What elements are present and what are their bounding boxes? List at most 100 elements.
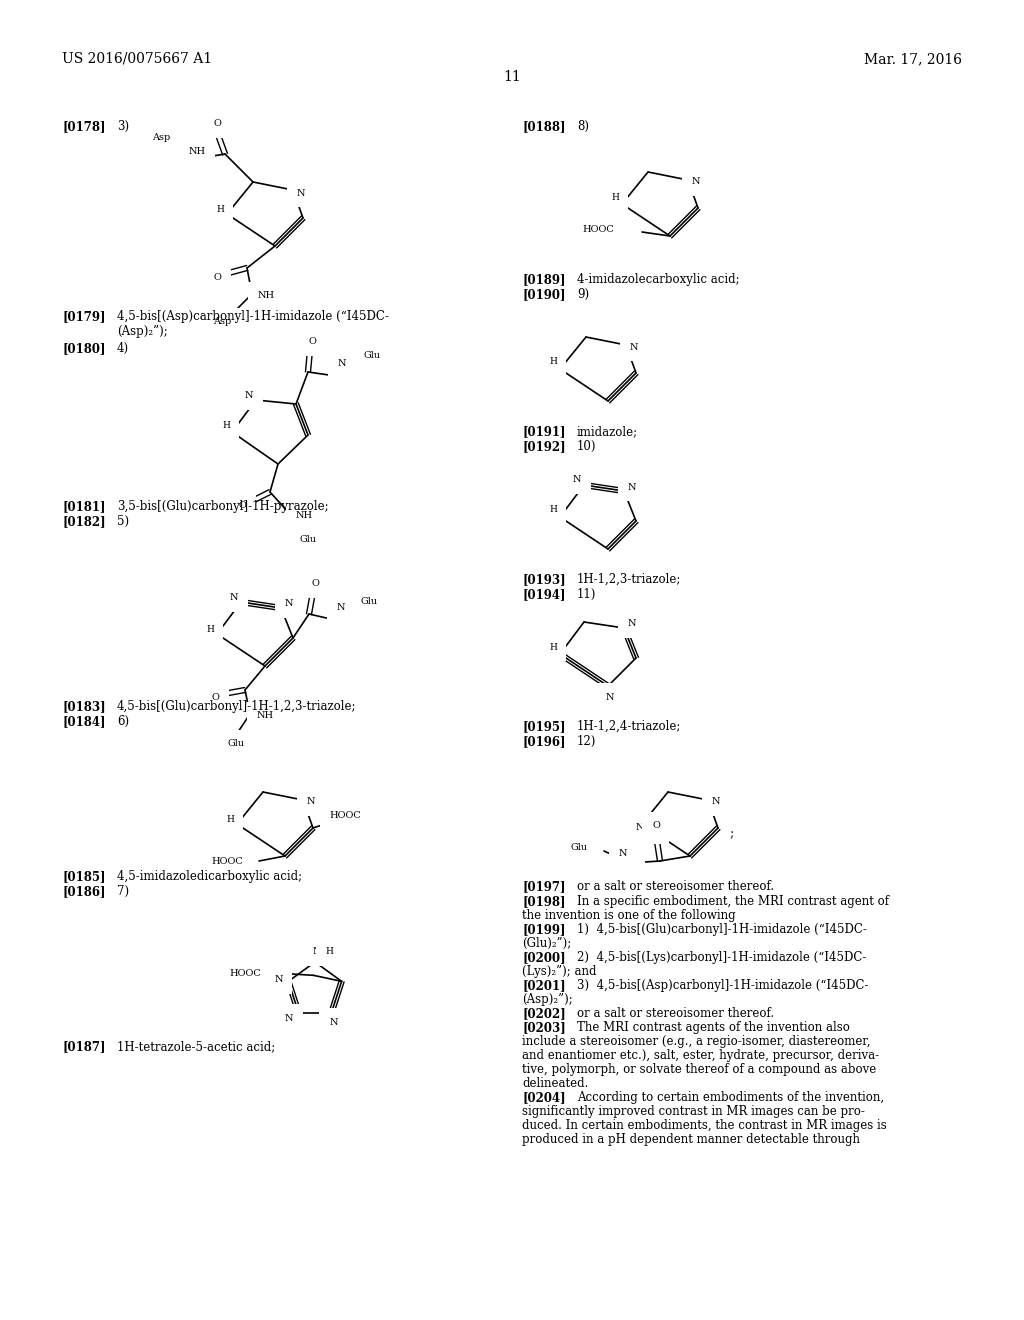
- Text: [0184]: [0184]: [62, 715, 105, 729]
- Text: H: H: [345, 611, 353, 620]
- Text: N: N: [274, 975, 283, 983]
- Text: N: N: [312, 948, 322, 957]
- Text: N: N: [245, 392, 253, 400]
- Text: [0192]: [0192]: [522, 440, 565, 453]
- Text: 1)  4,5-bis[(Glu)carbonyl]-1H-imidazole (“I45DC-: 1) 4,5-bis[(Glu)carbonyl]-1H-imidazole (…: [577, 923, 867, 936]
- Text: 11): 11): [577, 587, 596, 601]
- Text: N: N: [628, 483, 636, 491]
- Text: N: N: [307, 797, 315, 807]
- Text: N: N: [297, 189, 305, 198]
- Text: produced in a pH dependent manner detectable through: produced in a pH dependent manner detect…: [522, 1133, 860, 1146]
- Text: 9): 9): [577, 288, 589, 301]
- Text: Asp: Asp: [213, 318, 231, 326]
- Text: Glu: Glu: [360, 597, 378, 606]
- Text: H: H: [206, 624, 214, 634]
- Text: HOOC: HOOC: [229, 969, 261, 978]
- Text: [0196]: [0196]: [522, 735, 565, 748]
- Text: O: O: [308, 338, 316, 346]
- Text: O: O: [213, 120, 221, 128]
- Text: [0204]: [0204]: [522, 1092, 565, 1104]
- Text: The MRI contrast agents of the invention also: The MRI contrast agents of the invention…: [577, 1020, 850, 1034]
- Text: O: O: [211, 693, 219, 702]
- Text: [0187]: [0187]: [62, 1040, 105, 1053]
- Text: N: N: [618, 849, 628, 858]
- Text: H: H: [216, 205, 224, 214]
- Text: 1H-1,2,3-triazole;: 1H-1,2,3-triazole;: [577, 573, 681, 586]
- Text: 6): 6): [117, 715, 129, 729]
- Text: H: H: [549, 643, 557, 652]
- Text: In a specific embodiment, the MRI contrast agent of: In a specific embodiment, the MRI contra…: [577, 895, 889, 908]
- Text: [0181]: [0181]: [62, 500, 105, 513]
- Text: 5): 5): [117, 515, 129, 528]
- Text: [0197]: [0197]: [522, 880, 565, 894]
- Text: [0178]: [0178]: [62, 120, 105, 133]
- Text: [0182]: [0182]: [62, 515, 105, 528]
- Text: 10): 10): [577, 440, 597, 453]
- Text: N: N: [337, 603, 345, 612]
- Text: NH: NH: [296, 511, 312, 520]
- Text: [0193]: [0193]: [522, 573, 565, 586]
- Text: (Asp)₂”);: (Asp)₂”);: [522, 993, 572, 1006]
- Text: [0185]: [0185]: [62, 870, 105, 883]
- Text: O: O: [652, 821, 659, 830]
- Text: 3): 3): [117, 120, 129, 133]
- Text: N: N: [606, 693, 614, 701]
- Text: 8): 8): [577, 120, 589, 133]
- Text: (Glu)₂”);: (Glu)₂”);: [522, 937, 571, 950]
- Text: and enantiomer etc.), salt, ester, hydrate, precursor, deriva-: and enantiomer etc.), salt, ester, hydra…: [522, 1049, 880, 1063]
- Text: delineated.: delineated.: [522, 1077, 589, 1090]
- Text: 4,5-bis[(Asp)carbonyl]-1H-imidazole (“I45DC-: 4,5-bis[(Asp)carbonyl]-1H-imidazole (“I4…: [117, 310, 389, 323]
- Text: N: N: [712, 797, 720, 807]
- Text: [0190]: [0190]: [522, 288, 565, 301]
- Text: H: H: [628, 849, 636, 858]
- Text: tive, polymorph, or solvate thereof of a compound as above: tive, polymorph, or solvate thereof of a…: [522, 1063, 877, 1076]
- Text: [0202]: [0202]: [522, 1007, 565, 1020]
- Text: 1H-tetrazole-5-acetic acid;: 1H-tetrazole-5-acetic acid;: [117, 1040, 275, 1053]
- Text: [0201]: [0201]: [522, 979, 565, 993]
- Text: NH: NH: [256, 711, 273, 721]
- Text: 3,5-bis[(Glu)carbonyl]-1H-pyrazole;: 3,5-bis[(Glu)carbonyl]-1H-pyrazole;: [117, 500, 329, 513]
- Text: imidazole;: imidazole;: [577, 425, 638, 438]
- Text: 7): 7): [117, 884, 129, 898]
- Text: [0186]: [0186]: [62, 884, 105, 898]
- Text: [0180]: [0180]: [62, 342, 105, 355]
- Text: O: O: [311, 579, 318, 589]
- Text: significantly improved contrast in MR images can be pro-: significantly improved contrast in MR im…: [522, 1105, 865, 1118]
- Text: [0203]: [0203]: [522, 1020, 565, 1034]
- Text: NH: NH: [257, 292, 274, 301]
- Text: 11: 11: [503, 70, 521, 84]
- Text: 4): 4): [117, 342, 129, 355]
- Text: [0200]: [0200]: [522, 950, 565, 964]
- Text: H: H: [611, 193, 618, 202]
- Text: 2)  4,5-bis[(Lys)carbonyl]-1H-imidazole (“I45DC-: 2) 4,5-bis[(Lys)carbonyl]-1H-imidazole (…: [577, 950, 866, 964]
- Text: According to certain embodiments of the invention,: According to certain embodiments of the …: [577, 1092, 884, 1104]
- Text: include a stereoisomer (e.g., a regio-isomer, diastereomer,: include a stereoisomer (e.g., a regio-is…: [522, 1035, 870, 1048]
- Text: [0198]: [0198]: [522, 895, 565, 908]
- Text: N: N: [338, 359, 346, 368]
- Text: [0191]: [0191]: [522, 425, 565, 438]
- Text: H: H: [549, 358, 557, 367]
- Text: [0199]: [0199]: [522, 923, 565, 936]
- Text: H: H: [652, 825, 659, 834]
- Text: O: O: [238, 502, 246, 511]
- Text: [0189]: [0189]: [522, 273, 565, 286]
- Text: Asp: Asp: [152, 133, 170, 143]
- Text: US 2016/0075667 A1: US 2016/0075667 A1: [62, 51, 212, 66]
- Text: H: H: [549, 506, 557, 515]
- Text: duced. In certain embodiments, the contrast in MR images is: duced. In certain embodiments, the contr…: [522, 1119, 887, 1133]
- Text: N: N: [572, 475, 582, 484]
- Text: N: N: [329, 1018, 338, 1027]
- Text: N: N: [692, 177, 700, 186]
- Text: 4,5-bis[(Glu)carbonyl]-1H-1,2,3-triazole;: 4,5-bis[(Glu)carbonyl]-1H-1,2,3-triazole…: [117, 700, 356, 713]
- Text: or a salt or stereoisomer thereof.: or a salt or stereoisomer thereof.: [577, 1007, 774, 1020]
- Text: 12): 12): [577, 735, 596, 748]
- Text: [0179]: [0179]: [62, 310, 105, 323]
- Text: H: H: [325, 948, 333, 957]
- Text: or a salt or stereoisomer thereof.: or a salt or stereoisomer thereof.: [577, 880, 774, 894]
- Text: HOOC: HOOC: [583, 226, 614, 235]
- Text: N: N: [628, 619, 636, 628]
- Text: 4,5-imidazoledicarboxylic acid;: 4,5-imidazoledicarboxylic acid;: [117, 870, 302, 883]
- Text: the invention is one of the following: the invention is one of the following: [522, 909, 735, 921]
- Text: Glu: Glu: [570, 842, 588, 851]
- Text: H: H: [346, 367, 354, 376]
